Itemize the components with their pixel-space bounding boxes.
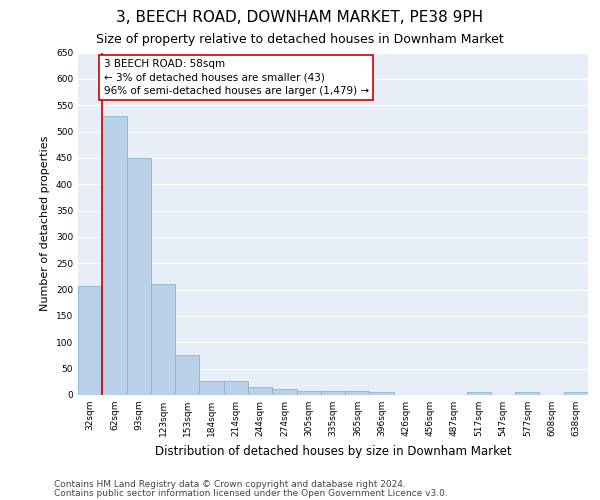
Bar <box>151 284 175 395</box>
Bar <box>321 391 345 395</box>
Bar <box>370 392 394 395</box>
Bar <box>248 387 272 395</box>
Bar <box>175 356 199 395</box>
Bar <box>199 381 224 395</box>
Bar <box>564 392 588 395</box>
Bar <box>467 392 491 395</box>
Y-axis label: Number of detached properties: Number of detached properties <box>40 136 50 312</box>
Bar <box>515 392 539 395</box>
Bar <box>272 388 296 395</box>
Bar <box>224 381 248 395</box>
Text: 3, BEECH ROAD, DOWNHAM MARKET, PE38 9PH: 3, BEECH ROAD, DOWNHAM MARKET, PE38 9PH <box>116 10 484 25</box>
Text: 3 BEECH ROAD: 58sqm
← 3% of detached houses are smaller (43)
96% of semi-detache: 3 BEECH ROAD: 58sqm ← 3% of detached hou… <box>104 60 368 96</box>
Bar <box>345 391 370 395</box>
Text: Size of property relative to detached houses in Downham Market: Size of property relative to detached ho… <box>96 32 504 46</box>
Bar <box>102 116 127 395</box>
Text: Contains HM Land Registry data © Crown copyright and database right 2024.: Contains HM Land Registry data © Crown c… <box>54 480 406 489</box>
Bar <box>78 286 102 395</box>
X-axis label: Distribution of detached houses by size in Downham Market: Distribution of detached houses by size … <box>155 444 511 458</box>
Bar <box>127 158 151 395</box>
Text: Contains public sector information licensed under the Open Government Licence v3: Contains public sector information licen… <box>54 490 448 498</box>
Bar <box>296 391 321 395</box>
